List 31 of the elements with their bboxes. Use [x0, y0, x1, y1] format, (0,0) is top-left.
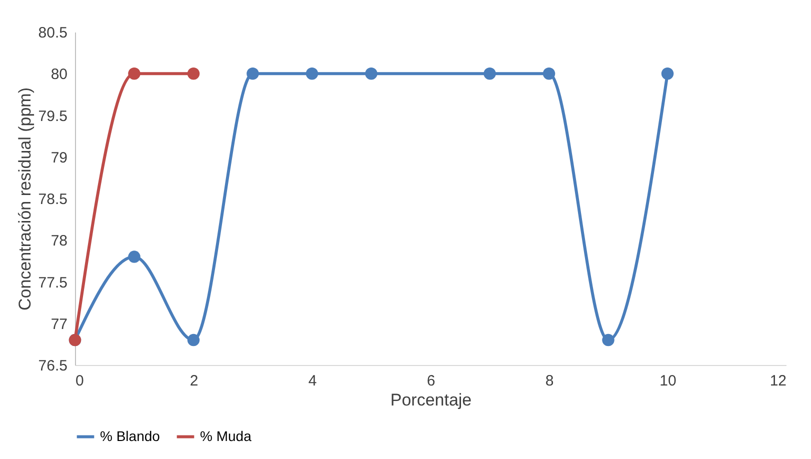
- point: [542, 68, 556, 80]
- y-tick-label: 77.5: [38, 274, 68, 292]
- point: [484, 68, 496, 80]
- legend-label: % Blando: [100, 428, 160, 444]
- x-tick-label: 8: [545, 372, 554, 390]
- point: [128, 68, 140, 80]
- point: [661, 68, 674, 80]
- y-tick-label: 80.5: [38, 24, 68, 42]
- y-tick-label: 76.5: [38, 358, 68, 374]
- y-tick-label: 78.5: [38, 191, 68, 208]
- point: [128, 250, 140, 263]
- legend-label: % Muda: [200, 428, 252, 444]
- x-tick-label: 6: [426, 372, 436, 390]
- point: [365, 68, 378, 80]
- x-tick-label: 4: [308, 372, 317, 390]
- y-tick-label: 79.5: [38, 108, 68, 125]
- y-tick-label: 80: [50, 66, 68, 84]
- x-tick-label: 12: [770, 372, 786, 390]
- point: [602, 334, 614, 346]
- point: [246, 68, 259, 80]
- y-tick-label: 78: [50, 232, 68, 250]
- x-tick-label: 2: [190, 372, 198, 390]
- x-tick-label: 10: [660, 372, 676, 390]
- y-tick-label: 77: [50, 316, 68, 333]
- point: [306, 68, 318, 80]
- x-tick-label: 0: [76, 372, 84, 390]
- point: [187, 334, 200, 346]
- x-axis-title: Porcentaje: [390, 390, 472, 410]
- y-axis-title: Concentración residual (ppm): [15, 88, 34, 310]
- point: [187, 68, 200, 80]
- y-tick-label: 79: [50, 149, 68, 166]
